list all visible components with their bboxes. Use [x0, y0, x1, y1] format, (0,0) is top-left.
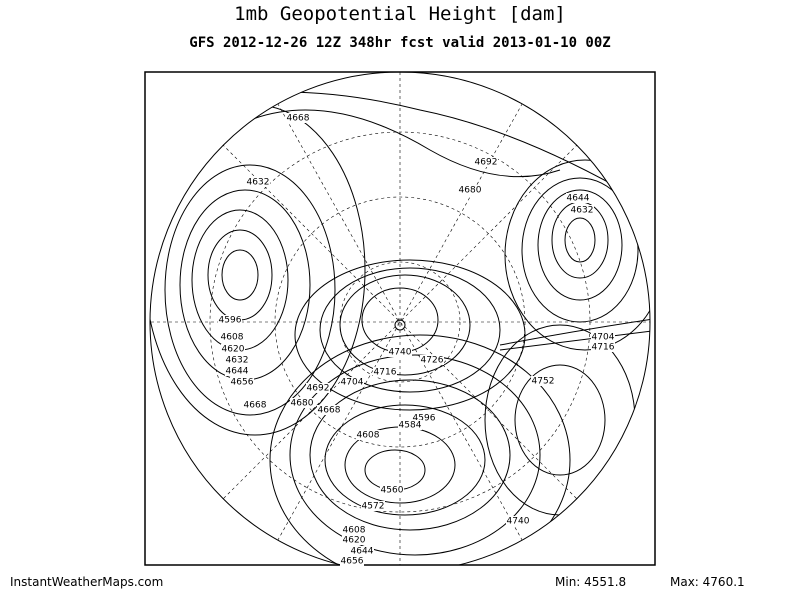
label-background	[230, 377, 254, 387]
label-background	[398, 420, 422, 430]
label-background	[342, 535, 366, 545]
map-title: 1mb Geopotential Height [dam]	[234, 3, 566, 25]
label-background	[246, 177, 270, 187]
contour-label: 4716	[592, 343, 615, 353]
label-background	[225, 355, 249, 365]
map-subtitle: GFS 2012-12-26 12Z 348hr fcst valid 2013…	[189, 35, 610, 51]
label-background	[290, 398, 314, 408]
label-background	[340, 556, 364, 566]
contour-label: 4632	[247, 178, 270, 188]
label-background	[220, 332, 244, 342]
contour-label: 4668	[318, 406, 341, 416]
contour-label: 4704	[592, 333, 615, 343]
contour-label: 4692	[307, 384, 330, 394]
contour-label: 4668	[244, 401, 267, 411]
contour-label: 4726	[421, 356, 444, 366]
label-background	[566, 193, 590, 203]
label-background	[591, 332, 615, 342]
min-value: Min: 4551.8	[555, 575, 626, 589]
contour-label: 4692	[475, 158, 498, 168]
contour-label: 4584	[399, 421, 422, 431]
contour-label: 4596	[219, 316, 242, 326]
contour-label: 4608	[343, 526, 366, 536]
label-background	[474, 157, 498, 167]
label-background	[286, 113, 310, 123]
contour-label: 4644	[351, 547, 374, 557]
label-background	[340, 377, 364, 387]
label-background	[350, 546, 374, 556]
contour-label: 4740	[389, 348, 412, 358]
label-background	[506, 516, 530, 526]
contour-label: 4632	[226, 356, 249, 366]
contour-label: 4716	[374, 368, 397, 378]
label-background	[243, 400, 267, 410]
contour-label: 4644	[226, 367, 249, 377]
label-background	[361, 501, 385, 511]
contour-label: 4608	[221, 333, 244, 343]
contour-label: 4560	[381, 486, 404, 496]
label-background	[218, 315, 242, 325]
contour-label: 4632	[571, 206, 594, 216]
contour-label: 4656	[341, 557, 364, 567]
contour-label: 4596	[413, 414, 436, 424]
contour-labels: 4668463245964608462046324644465646684692…	[218, 113, 615, 567]
label-background	[342, 525, 366, 535]
contour-label: 4644	[567, 194, 590, 204]
contour-label: 4680	[459, 186, 482, 196]
max-value: Max: 4760.1	[670, 575, 745, 589]
contour-label: 4608	[357, 431, 380, 441]
label-background	[221, 344, 245, 354]
label-background	[317, 405, 341, 415]
contour-label: 4620	[343, 536, 366, 546]
label-background	[531, 376, 555, 386]
label-background	[570, 205, 594, 215]
source-credit: InstantWeatherMaps.com	[10, 575, 163, 589]
contour-label: 4572	[362, 502, 385, 512]
contour-label: 4680	[291, 399, 314, 409]
contour-label: 4740	[507, 517, 530, 527]
contour-label: 4752	[532, 377, 555, 387]
label-background	[388, 347, 412, 357]
contour-label: 4704	[341, 378, 364, 388]
label-background	[412, 413, 436, 423]
label-background	[591, 342, 615, 352]
contour-label: 4620	[222, 345, 245, 355]
label-background	[225, 366, 249, 376]
label-background	[458, 185, 482, 195]
label-background	[420, 355, 444, 365]
contour-label: 4668	[287, 114, 310, 124]
contour-label: 4656	[231, 378, 254, 388]
label-background	[373, 367, 397, 377]
label-background	[306, 383, 330, 393]
label-background	[356, 430, 380, 440]
label-background	[380, 485, 404, 495]
